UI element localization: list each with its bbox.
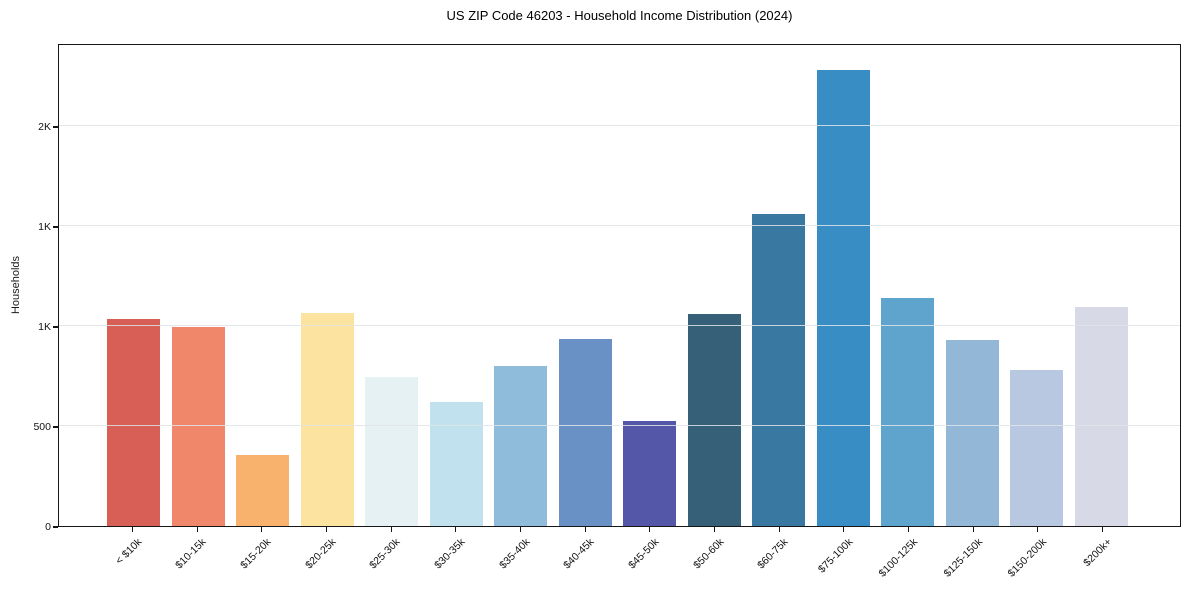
y-tickmark — [53, 526, 58, 528]
bar-< $10k — [107, 318, 160, 526]
y-tick-label: 500 — [33, 421, 51, 433]
x-tick-label: $20-25k — [302, 536, 338, 572]
x-tick-label: $100-125k — [876, 536, 920, 580]
gridline-500 — [59, 425, 1180, 426]
x-tick-label: $35-40k — [496, 536, 532, 572]
x-tick-label: $125-150k — [941, 536, 985, 580]
x-tick-label: $10-15k — [173, 536, 209, 572]
bar-$10-15k — [171, 326, 225, 526]
bar-$25-30k — [365, 376, 419, 526]
y-axis-label: Households — [10, 255, 22, 315]
bar-$125-150k — [945, 339, 999, 526]
x-tickmark — [713, 527, 716, 532]
x-tickmark — [1101, 527, 1104, 532]
x-tick-label: $60-75k — [755, 536, 791, 572]
bar-$60-75k — [752, 214, 806, 526]
y-tickmark — [53, 226, 58, 228]
x-tick-label: < $10k — [112, 536, 144, 567]
y-tick-label: 1K — [38, 321, 51, 333]
bar-$20-25k — [300, 312, 354, 526]
bar-$75-100k — [816, 69, 870, 526]
bar-$200k+ — [1074, 306, 1128, 526]
x-tickmark — [843, 527, 845, 532]
y-tick-label: 1K — [38, 221, 51, 233]
x-tickmark — [584, 527, 586, 532]
bar-$40-45k — [558, 338, 612, 526]
bar-$15-20k — [236, 455, 290, 526]
bar-$50-60k — [687, 313, 741, 526]
x-tick-label: $150-200k — [1005, 536, 1050, 580]
x-tickmark — [261, 527, 263, 532]
x-tick-label: $30-35k — [432, 536, 468, 572]
bar-$45-50k — [623, 421, 677, 526]
y-tickmark — [53, 126, 58, 128]
y-tickmark — [53, 326, 58, 328]
plot-area — [58, 44, 1181, 527]
x-tick-label: $50-60k — [690, 536, 726, 572]
x-tickmark — [390, 527, 392, 532]
x-tickmark — [519, 527, 522, 532]
chart-title: US ZIP Code 46203 - Household Income Dis… — [446, 8, 793, 23]
gridline-2K — [59, 125, 1180, 126]
x-tickmark — [649, 527, 651, 532]
x-tick-label: $25-30k — [367, 536, 403, 572]
gridline-1K — [59, 325, 1180, 326]
x-tickmark — [455, 527, 457, 532]
x-tickmark — [1037, 527, 1039, 532]
x-tick-label: $15-20k — [238, 536, 274, 572]
x-tick-label: $45-50k — [626, 536, 662, 572]
x-tickmark — [325, 527, 328, 532]
x-tick-label: $40-45k — [561, 536, 597, 572]
y-tick-label: 2K — [38, 121, 51, 133]
y-tick-label: 0 — [45, 521, 51, 533]
gridline-1K — [59, 225, 1180, 226]
bar-$100-125k — [881, 297, 935, 526]
x-tick-label: $200k+ — [1080, 536, 1114, 570]
bar-$150-200k — [1010, 369, 1064, 526]
x-tickmark — [196, 527, 198, 532]
y-tickmark — [53, 426, 58, 428]
bar-$35-40k — [494, 365, 548, 526]
x-tick-label: $75-100k — [815, 536, 856, 576]
bars-layer — [59, 45, 1180, 526]
x-tickmark — [907, 527, 910, 532]
x-tickmark — [972, 527, 974, 532]
x-tickmark — [778, 527, 780, 532]
x-tickmark — [131, 527, 134, 532]
bar-$30-35k — [429, 401, 483, 526]
